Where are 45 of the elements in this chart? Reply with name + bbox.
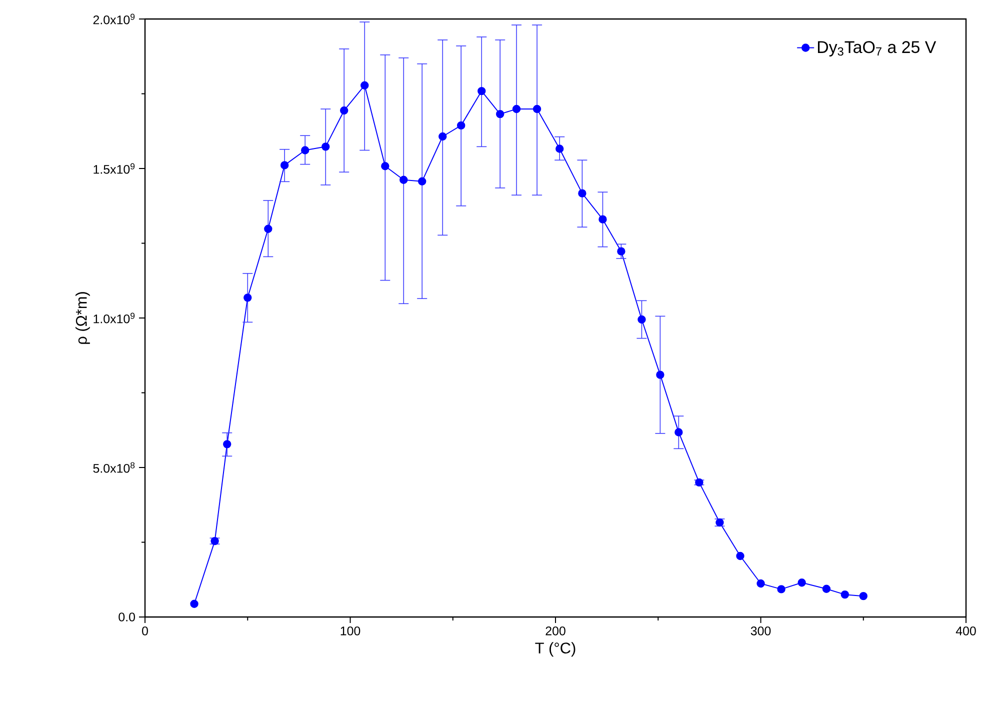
point	[244, 294, 252, 302]
point	[264, 224, 272, 233]
point	[822, 584, 831, 593]
x-tick-label: 300	[750, 626, 771, 636]
x-tick-label: 100	[340, 626, 360, 636]
point	[223, 440, 232, 448]
point	[496, 110, 504, 118]
y-tick-label: 5.0x10$^{8}$	[93, 462, 135, 473]
y-tick-label: 1.5x10$^{9}$	[94, 163, 135, 174]
point	[656, 370, 664, 379]
point	[400, 176, 408, 184]
point	[381, 162, 390, 170]
point	[418, 177, 426, 186]
point	[190, 600, 198, 608]
point	[840, 590, 850, 599]
point	[340, 106, 348, 115]
point	[756, 579, 765, 588]
point	[280, 161, 289, 170]
point	[322, 142, 330, 151]
point	[478, 86, 486, 96]
point	[736, 552, 744, 560]
point	[438, 132, 447, 141]
point	[617, 247, 626, 256]
y-tick-label: 1.0x10$^{9}$	[94, 312, 135, 324]
point	[512, 104, 521, 114]
legend-label: Dy$_{3}$TaO$_{7}$ a 25 V	[818, 41, 936, 56]
x-tick-label: 200	[546, 626, 566, 636]
point	[777, 585, 786, 594]
point	[300, 146, 310, 154]
point	[456, 121, 466, 130]
x-tick-label: 400	[956, 626, 976, 636]
y-tick-label: 0.0	[118, 612, 135, 622]
point	[360, 81, 369, 90]
x-axis-title: T (°C)	[535, 642, 576, 657]
point	[598, 215, 607, 224]
point	[674, 428, 683, 436]
point	[556, 144, 564, 153]
point	[532, 104, 542, 114]
point	[798, 578, 806, 587]
point	[859, 592, 868, 600]
y-axis-title: ρ (Ω*m)	[76, 292, 90, 344]
x-tick-label: 0	[142, 626, 148, 636]
point	[578, 189, 586, 198]
y-tick-label: 2.0x10$^{9}$	[93, 14, 135, 24]
point	[638, 315, 646, 324]
